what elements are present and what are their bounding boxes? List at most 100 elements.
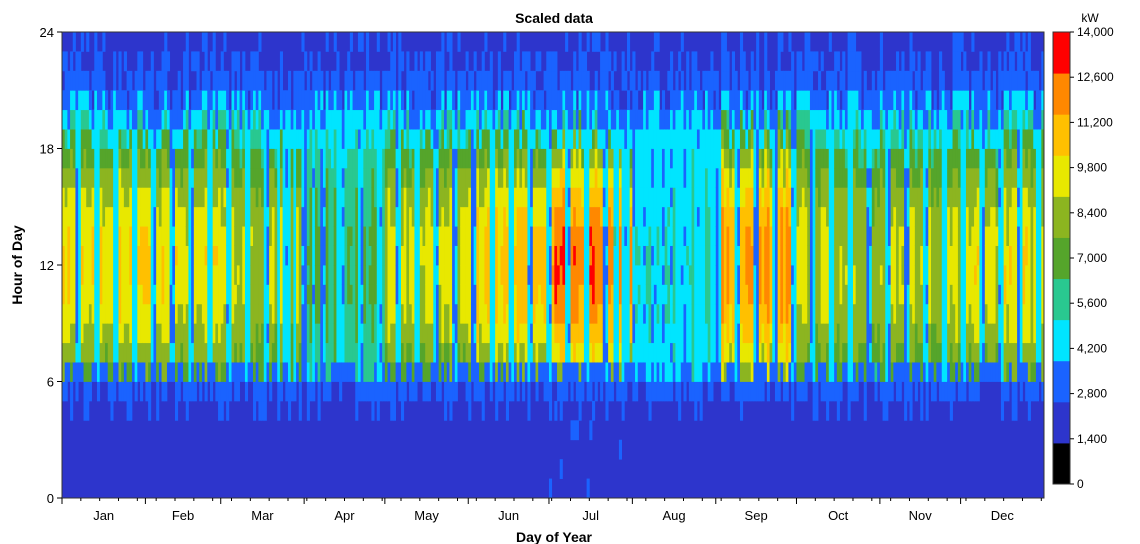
heatmap-cell xyxy=(368,323,372,344)
heatmap-cell xyxy=(153,284,157,305)
heatmap-cell xyxy=(777,265,781,285)
heatmap-cell xyxy=(575,226,579,246)
heatmap-cell xyxy=(271,284,275,305)
heatmap-cell xyxy=(218,323,222,344)
heatmap-cell xyxy=(129,226,133,246)
heatmap-cell xyxy=(680,265,684,285)
heatmap-cell xyxy=(731,206,735,227)
heatmap-cell xyxy=(88,284,92,305)
heatmap-cell xyxy=(621,70,625,91)
heatmap-cell xyxy=(150,342,154,363)
heatmap-cell xyxy=(592,90,596,111)
heatmap-cell xyxy=(731,90,735,111)
heatmap-cell xyxy=(390,381,394,402)
heatmap-cell xyxy=(497,381,501,402)
heatmap-cell xyxy=(72,206,76,227)
heatmap-cell xyxy=(355,323,359,344)
heatmap-cell xyxy=(244,148,249,169)
heatmap-cell xyxy=(449,129,453,149)
heatmap-cell xyxy=(433,148,437,169)
heatmap-cell xyxy=(435,245,440,266)
heatmap-cell xyxy=(621,187,625,208)
heatmap-cell xyxy=(513,303,518,324)
heatmap-cell xyxy=(314,265,318,285)
heatmap-cell xyxy=(809,129,814,149)
heatmap-cell xyxy=(826,187,830,208)
heatmap-cell xyxy=(99,323,103,344)
heatmap-cell xyxy=(793,323,797,344)
heatmap-cell xyxy=(185,303,189,324)
heatmap-cell xyxy=(624,245,628,266)
heatmap-cell xyxy=(134,90,138,111)
heatmap-cell xyxy=(129,362,133,382)
heatmap-cell xyxy=(505,226,510,246)
heatmap-cell xyxy=(831,323,835,344)
heatmap-cell xyxy=(618,148,623,169)
heatmap-cell xyxy=(753,167,757,188)
heatmap-cell xyxy=(511,206,515,227)
heatmap-cell xyxy=(473,342,477,363)
heatmap-cell xyxy=(253,342,257,363)
heatmap-cell xyxy=(546,90,550,111)
heatmap-cell xyxy=(594,129,598,149)
heatmap-cell xyxy=(285,265,289,285)
heatmap-cell xyxy=(481,206,485,227)
heatmap-cell xyxy=(196,265,200,285)
heatmap-cell xyxy=(554,362,558,382)
heatmap-cell xyxy=(339,109,343,130)
heatmap-cell xyxy=(376,381,380,402)
heatmap-cell xyxy=(551,362,555,382)
heatmap-cell xyxy=(481,284,485,305)
heatmap-cell xyxy=(271,206,275,227)
heatmap-cell xyxy=(600,245,604,266)
heatmap-cell xyxy=(479,148,483,169)
heatmap-cell xyxy=(228,265,232,285)
heatmap-cell xyxy=(196,109,200,130)
heatmap-cell xyxy=(290,381,294,402)
heatmap-cell xyxy=(105,206,109,227)
heatmap-cell xyxy=(121,323,125,344)
heatmap-cell xyxy=(417,342,421,363)
heatmap-cell xyxy=(331,323,335,344)
heatmap-cell xyxy=(807,129,811,149)
heatmap-cell xyxy=(166,265,171,285)
heatmap-cell xyxy=(546,129,550,149)
heatmap-cell xyxy=(207,226,211,246)
heatmap-cell xyxy=(180,167,184,188)
heatmap-cell xyxy=(581,109,585,130)
heatmap-cell xyxy=(422,265,426,285)
heatmap-cell xyxy=(301,245,305,266)
heatmap-cell xyxy=(505,381,510,402)
heatmap-cell xyxy=(626,265,631,285)
heatmap-cell xyxy=(191,303,195,324)
heatmap-cell xyxy=(158,303,162,324)
heatmap-cell xyxy=(422,342,426,363)
heatmap-cell xyxy=(470,90,475,111)
heatmap-cell xyxy=(371,342,375,363)
heatmap-cell xyxy=(80,32,84,52)
heatmap-cell xyxy=(409,109,413,130)
heatmap-cell xyxy=(468,245,472,266)
heatmap-cell xyxy=(261,129,265,149)
heatmap-cell xyxy=(255,342,259,363)
heatmap-cell xyxy=(742,109,746,130)
heatmap-cell xyxy=(67,129,71,149)
heatmap-cell xyxy=(548,284,553,305)
heatmap-cell xyxy=(616,245,620,266)
heatmap-cell xyxy=(363,148,367,169)
heatmap-cell xyxy=(449,342,453,363)
heatmap-cell xyxy=(207,245,211,266)
heatmap-cell xyxy=(823,284,827,305)
heatmap-cell xyxy=(177,70,181,91)
heatmap-cell xyxy=(183,245,187,266)
heatmap-cell xyxy=(263,109,267,130)
heatmap-cell xyxy=(624,303,628,324)
heatmap-cell xyxy=(460,148,464,169)
heatmap-cell xyxy=(452,129,456,149)
heatmap-cell xyxy=(274,206,278,227)
heatmap-cell xyxy=(473,245,477,266)
heatmap-cell xyxy=(559,284,563,305)
heatmap-cell xyxy=(680,206,684,227)
heatmap-cell xyxy=(667,206,671,227)
heatmap-cell xyxy=(640,265,644,285)
